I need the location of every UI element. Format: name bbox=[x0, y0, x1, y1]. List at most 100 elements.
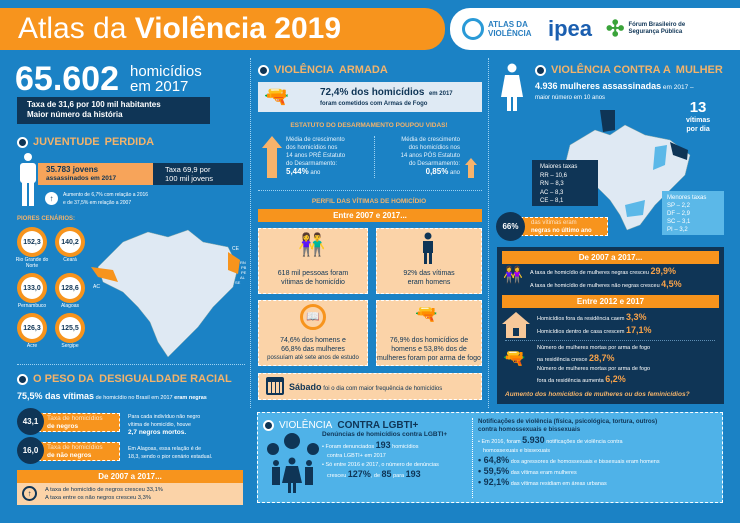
per-year: ano bbox=[310, 170, 321, 176]
feminicide-question: Aumento dos homicídios de mulheres ou do… bbox=[505, 391, 690, 398]
youth-count: 35.783 jovens bbox=[46, 165, 99, 174]
map-label: SE bbox=[235, 280, 241, 285]
v: 28,7% bbox=[588, 352, 615, 363]
l2: negras no último ano bbox=[531, 228, 592, 234]
nonblack-rate: 16,0 bbox=[17, 437, 44, 464]
worst-value: 140,2 bbox=[59, 231, 81, 253]
inc-2: e de 37,5% em relação a 2007 bbox=[63, 200, 132, 206]
racial-trend-box: A taxa de homicídio de negros cresceu 33… bbox=[17, 483, 243, 505]
fbsp-logo-text: Fórum Brasileiro de Segurança Pública bbox=[628, 22, 686, 35]
t: • Foram denunciados bbox=[322, 444, 375, 450]
women-period-2: Entre 2012 e 2017 bbox=[502, 295, 719, 308]
map-label: AL bbox=[240, 275, 246, 280]
youth-count-sub: assassinados em 2017 bbox=[46, 175, 117, 182]
trend-1: A taxa de homicídio de negros cresceu 33… bbox=[45, 487, 163, 493]
map-label: CE bbox=[232, 246, 240, 252]
map-label: RN bbox=[240, 260, 246, 265]
arrow-up-icon: ↑ bbox=[22, 486, 37, 501]
heading-a: JUVENTUDE bbox=[33, 136, 100, 148]
youth-count-box: 35.783 jovens assassinados em 2017 bbox=[38, 163, 153, 185]
lowest-rates-box: Menores taxas SP – 2,2 DF – 2,9 SC – 3,1 PI … bbox=[662, 191, 724, 235]
small-arrow-up-icon bbox=[465, 158, 477, 178]
heading-b: PERDIDA bbox=[104, 136, 155, 148]
bullet-icon bbox=[535, 64, 546, 76]
card-total-victims: 618 mil pessoas foram vítimas de homicídi… bbox=[258, 228, 368, 294]
total-homicides: 65.602 bbox=[15, 60, 119, 98]
t: 76,9% dos homicídios de bbox=[389, 337, 469, 344]
black-rate: 43,1 bbox=[17, 408, 44, 435]
l1: das vítimas eram bbox=[531, 220, 577, 226]
bullet-icon bbox=[17, 136, 28, 148]
worst-value: 125,5 bbox=[59, 317, 81, 339]
hand-gun-icon: 🔫 bbox=[415, 304, 438, 324]
bullet-icon bbox=[17, 373, 28, 385]
nonblack-rate-box: Taxa de homicídios de não negros bbox=[38, 442, 120, 461]
people-speech-icon bbox=[267, 433, 319, 493]
lgbti-reports: Denúncias de homicídios contra LGBTI+ • … bbox=[322, 430, 447, 481]
rate: SP – 2,2 bbox=[667, 203, 690, 209]
stat-row: • 59,5% das vítimas eram mulheres bbox=[478, 466, 577, 477]
t: cresceu bbox=[327, 473, 347, 479]
inc-1: Aumento de 6,7% com relação a 2016 bbox=[63, 192, 149, 198]
rate: RR – 10,6 bbox=[540, 172, 568, 179]
homicides-label: homicídios em 2017 bbox=[130, 64, 202, 94]
youth-heading: JUVENTUDE PERDIDA bbox=[17, 136, 154, 148]
t: do Desarmamento: bbox=[408, 161, 460, 167]
t: Para cada indivíduo não negro bbox=[128, 414, 201, 420]
northeast-highlight bbox=[228, 252, 240, 274]
estatuto-divider bbox=[374, 136, 375, 178]
worst-item: 140,2 Ceará bbox=[53, 227, 91, 269]
n: 193 bbox=[375, 440, 391, 450]
brazil-map-women bbox=[560, 110, 691, 231]
v: 17,1% bbox=[625, 325, 652, 335]
lead-mid: de homicídio no Brasil em 2017 bbox=[95, 395, 173, 401]
worst-item: 133,0 Pernambuco bbox=[15, 273, 53, 309]
gun-icon: 🔫 bbox=[264, 86, 289, 108]
worst-state: Alagoas bbox=[60, 303, 80, 309]
card-saturday: Sábado foi o dia com maior frequência de… bbox=[258, 373, 482, 400]
rate: AC – 8,3 bbox=[540, 189, 564, 196]
v: 6,2% bbox=[605, 373, 626, 384]
worst-item: 128,6 Alagoas bbox=[53, 273, 91, 309]
t: do Desarmamento: bbox=[286, 161, 338, 167]
women-period-1: De 2007 a 2017... bbox=[502, 251, 719, 264]
map-label: PB bbox=[241, 265, 247, 270]
title: Menores taxas bbox=[667, 195, 707, 201]
big-arrow-up-icon bbox=[262, 136, 282, 178]
atlas-logo-text: ATLAS DA VIOLÊNCIA bbox=[488, 20, 532, 38]
youth-rate-box: Taxa 69,9 por 100 mil jovens bbox=[153, 163, 243, 185]
couple-icon: 👫 bbox=[298, 232, 326, 257]
women-heading: VIOLÊNCIA CONTRA A MULHER bbox=[535, 64, 723, 76]
sp-highlight bbox=[625, 200, 645, 217]
pre-estatuto: Média de crescimento dos homicídios nos 14… bbox=[286, 136, 345, 177]
t: homicídios bbox=[392, 444, 419, 450]
v: 4,5% bbox=[661, 279, 682, 289]
pi-highlight bbox=[653, 145, 667, 170]
rate: SC – 3,1 bbox=[667, 219, 691, 225]
count: 4.936 mulheres assassinadas bbox=[535, 81, 662, 91]
armed-heading: VIOLÊNCIA ARMADA bbox=[258, 64, 388, 76]
n: 127% bbox=[347, 469, 371, 479]
t: 14 anos PRÉ Estatuto bbox=[286, 153, 346, 159]
saturday-rest: foi o dia com maior frequência de homicí… bbox=[323, 386, 443, 392]
label: Taxa de homicídios bbox=[47, 415, 103, 422]
fbsp-logo: ✣ Fórum Brasileiro de Segurança Pública bbox=[606, 16, 688, 42]
t: Número de mulheres mortas por arma de fo… bbox=[537, 366, 651, 372]
worst-scenarios: 152,3 Rio Grande do Norte 140,2 Ceará 133,… bbox=[15, 227, 91, 349]
v: 3,3% bbox=[625, 312, 647, 322]
person-icon bbox=[20, 153, 36, 206]
profile-period-bar: Entre 2007 e 2017... bbox=[258, 209, 482, 222]
t: mulheres foram por arma de fogo bbox=[377, 355, 481, 362]
lgbti-panel bbox=[257, 412, 723, 503]
lgbti-heading: VIOLÊNCIA CONTRA LGBTI+ bbox=[263, 420, 418, 431]
pin-logo-icon bbox=[462, 18, 484, 40]
rate: RN – 8,3 bbox=[540, 181, 564, 187]
worst-value: 133,0 bbox=[21, 277, 43, 299]
armed-stat-box: 72,4% dos homicídios em 2017 foram comet… bbox=[258, 82, 482, 112]
logos-bar: ATLAS DA VIOLÊNCIA ipea ✣ Fórum Brasilei… bbox=[450, 8, 740, 50]
label: de negros bbox=[47, 423, 79, 430]
page-title: Atlas da Violência 2019 bbox=[18, 12, 341, 46]
racial-heading: O PESO DA DESIGUALDADE RACIAL bbox=[17, 373, 232, 385]
n: 193 bbox=[405, 469, 421, 479]
t: fora da residência aumenta bbox=[537, 377, 604, 384]
